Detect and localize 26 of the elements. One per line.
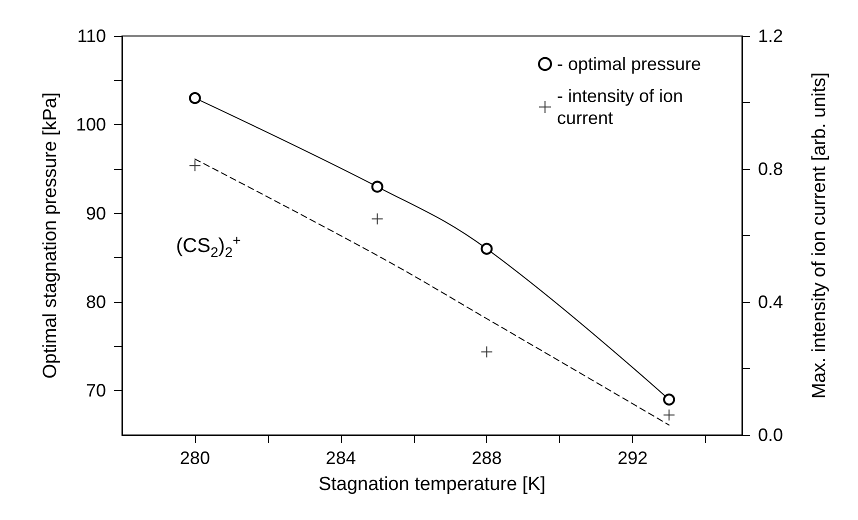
x-tick-label: 280 [180,448,210,468]
y2-tick-label: 0.8 [758,159,784,179]
point [480,242,493,255]
point [188,160,201,172]
y-tick-label: 70 [86,380,106,401]
y-tick-label: 80 [86,292,106,312]
y2-tick-label: 0.4 [758,292,784,312]
point [371,180,384,193]
y-tick-label: 90 [86,203,106,224]
y2-axis-title: Max. intensity of ion current [arb. units] [809,72,830,399]
y-tick-label: 100 [76,114,106,135]
point [371,212,384,225]
legend-label: - optimal pressure [557,54,702,74]
x-tick-label: 288 [472,448,502,468]
y-tick-label: 110 [77,26,106,46]
x-axis-title: Stagnation temperature [K] [318,474,546,495]
legend-label: - intensity of ion current [557,86,688,128]
point [188,92,201,104]
x-tick-label: 284 [326,448,356,468]
y2-tick-label: 1.2 [758,26,784,46]
point [663,409,676,422]
point [663,394,676,406]
y2-tick-label: 0.0 [758,425,784,445]
x-tick-label: 292 [618,448,648,468]
point [480,346,493,358]
y-axis-title: Optimal stagnation pressure [kPa] [40,92,61,379]
